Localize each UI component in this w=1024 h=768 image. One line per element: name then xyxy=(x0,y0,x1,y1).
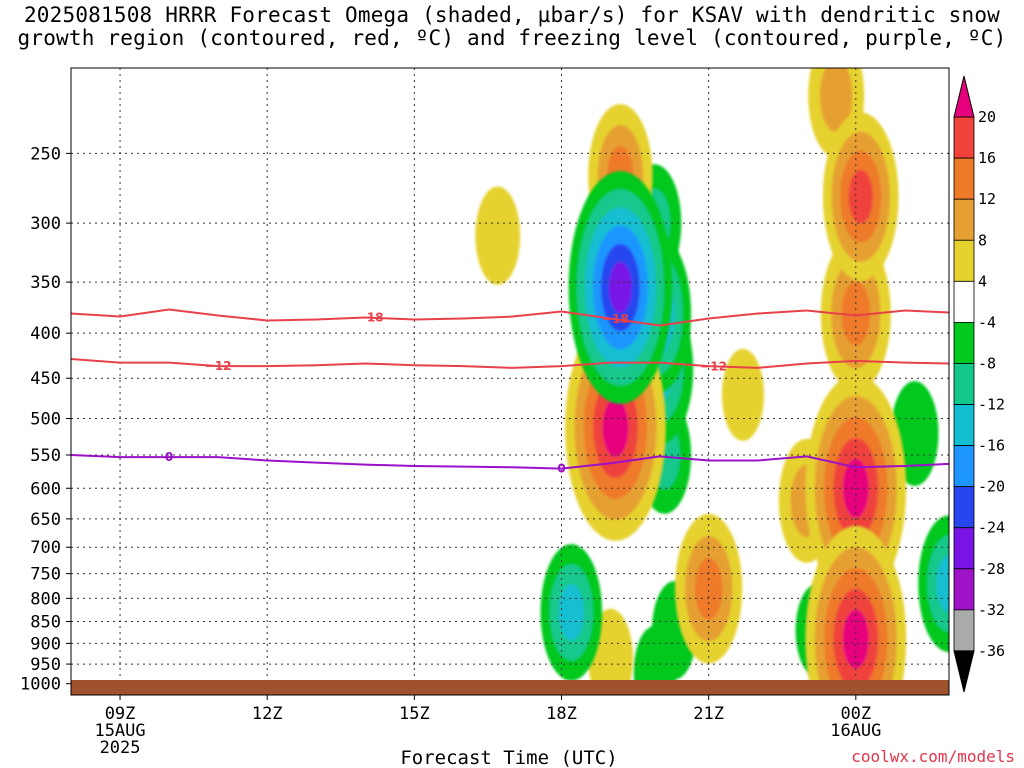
contour-label: −12 xyxy=(700,359,727,373)
omega-band xyxy=(558,584,584,641)
y-tick-label: 900 xyxy=(30,634,61,654)
colorbar-bin xyxy=(953,157,975,200)
contour-label: −12 xyxy=(205,359,232,373)
x-tick-label: 18Z xyxy=(546,704,577,724)
x-tick-label: 21Z xyxy=(693,704,724,724)
credit-link[interactable]: coolwx.com/models xyxy=(851,747,1015,766)
omega-band xyxy=(936,555,949,612)
omega-feature xyxy=(540,544,603,680)
x-tick-label: 12Z xyxy=(252,704,283,724)
omega-band xyxy=(475,186,521,285)
contour-label: 0 xyxy=(165,450,173,464)
y-tick-label: 300 xyxy=(30,214,61,234)
colorbar-bin xyxy=(953,198,975,241)
colorbar-label: 4 xyxy=(978,272,987,290)
y-tick-label: 950 xyxy=(30,655,61,675)
chart-title: 2025081508 HRRR Forecast Omega (shaded, … xyxy=(0,4,1024,50)
y-tick-label: 350 xyxy=(30,273,61,293)
y-tick-label: 400 xyxy=(30,324,61,344)
omega-feature xyxy=(475,186,521,285)
colorbar-label: -12 xyxy=(978,396,1005,414)
x-tick-label: 15Z xyxy=(399,704,430,724)
colorbar-bin xyxy=(953,116,975,159)
colorbar-bin xyxy=(953,321,975,364)
contour-label: 0 xyxy=(557,462,565,476)
x-tick-label: 00Z xyxy=(840,704,871,724)
omega-feature xyxy=(568,171,673,404)
y-tick-label: 250 xyxy=(30,144,61,164)
omega-feature xyxy=(822,112,899,282)
y-tick-label: 650 xyxy=(30,510,61,530)
contour-label: −18 xyxy=(602,312,629,326)
colorbar-top-triangle xyxy=(953,75,975,118)
x-axis-label: Forecast Time (UTC) xyxy=(400,747,617,768)
y-tick-label: 600 xyxy=(30,479,61,499)
colorbar-bin xyxy=(953,445,975,488)
x-tick-label: 09Z xyxy=(105,704,136,724)
contour-lines: −18 −18 −12 −12 0 0 xyxy=(71,308,949,476)
omega-band xyxy=(841,281,871,346)
terrain-strip xyxy=(71,680,949,695)
colorbar-label: -36 xyxy=(978,642,1005,660)
x-tick-date: 15AUG xyxy=(94,721,145,741)
grid-lines xyxy=(71,68,949,680)
omega-field xyxy=(475,68,949,680)
colorbar-bin xyxy=(953,527,975,570)
colorbar-label: -32 xyxy=(978,601,1005,619)
title-line-1: 2025081508 HRRR Forecast Omega (shaded, … xyxy=(23,3,1001,27)
y-tick-label: 1000 xyxy=(20,675,61,695)
y-tick-label: 550 xyxy=(30,446,61,466)
title-line-2: growth region (contoured, red, ºC) and f… xyxy=(17,26,1007,50)
colorbar-bin xyxy=(953,568,975,611)
colorbar-bin xyxy=(953,486,975,529)
x-tick-year: 2025 xyxy=(100,738,141,758)
omega-band xyxy=(602,398,629,457)
colorbar-label: 20 xyxy=(978,108,996,126)
y-tick-label: 500 xyxy=(30,410,61,430)
omega-band xyxy=(609,262,632,313)
omega-band xyxy=(721,348,764,441)
contour--18 xyxy=(71,308,949,327)
y-tick-label: 850 xyxy=(30,613,61,633)
contour-0 xyxy=(71,453,949,470)
omega-feature xyxy=(918,515,949,653)
colorbar-bottom-triangle xyxy=(953,650,975,693)
omega-feature xyxy=(721,348,764,441)
colorbar-label: -4 xyxy=(978,313,996,331)
colorbar: 20 16 12 8 4 -4 -8 -12 -16 -20 -24 -28 -32 -36 xyxy=(953,75,1005,693)
x-tick-date: 16AUG xyxy=(830,721,881,741)
colorbar-label: 12 xyxy=(978,190,996,208)
y-tick-label: 700 xyxy=(30,538,61,558)
contour-label: −18 xyxy=(357,311,384,325)
colorbar-bin xyxy=(953,280,975,323)
plot-frame xyxy=(70,67,950,696)
colorbar-label: -20 xyxy=(978,478,1005,496)
y-tick-label: 450 xyxy=(30,369,61,389)
colorbar-bin xyxy=(953,404,975,446)
colorbar-label: 16 xyxy=(978,149,996,167)
y-tick-label: 750 xyxy=(30,565,61,585)
colorbar-bin xyxy=(953,363,975,405)
omega-band xyxy=(848,169,873,224)
omega-band xyxy=(819,68,853,132)
contour--12 xyxy=(71,358,949,369)
colorbar-label: -28 xyxy=(978,560,1005,578)
omega-feature xyxy=(675,513,743,664)
colorbar-label: 8 xyxy=(978,231,987,249)
colorbar-label: -16 xyxy=(978,437,1005,455)
y-tick-label: 800 xyxy=(30,589,61,609)
y-axis: 2503003504004505005506006507007508008509… xyxy=(20,144,71,695)
colorbar-label: -8 xyxy=(978,354,996,372)
colorbar-label: -24 xyxy=(978,519,1005,537)
colorbar-bin xyxy=(953,609,975,652)
colorbar-bin xyxy=(953,239,975,282)
